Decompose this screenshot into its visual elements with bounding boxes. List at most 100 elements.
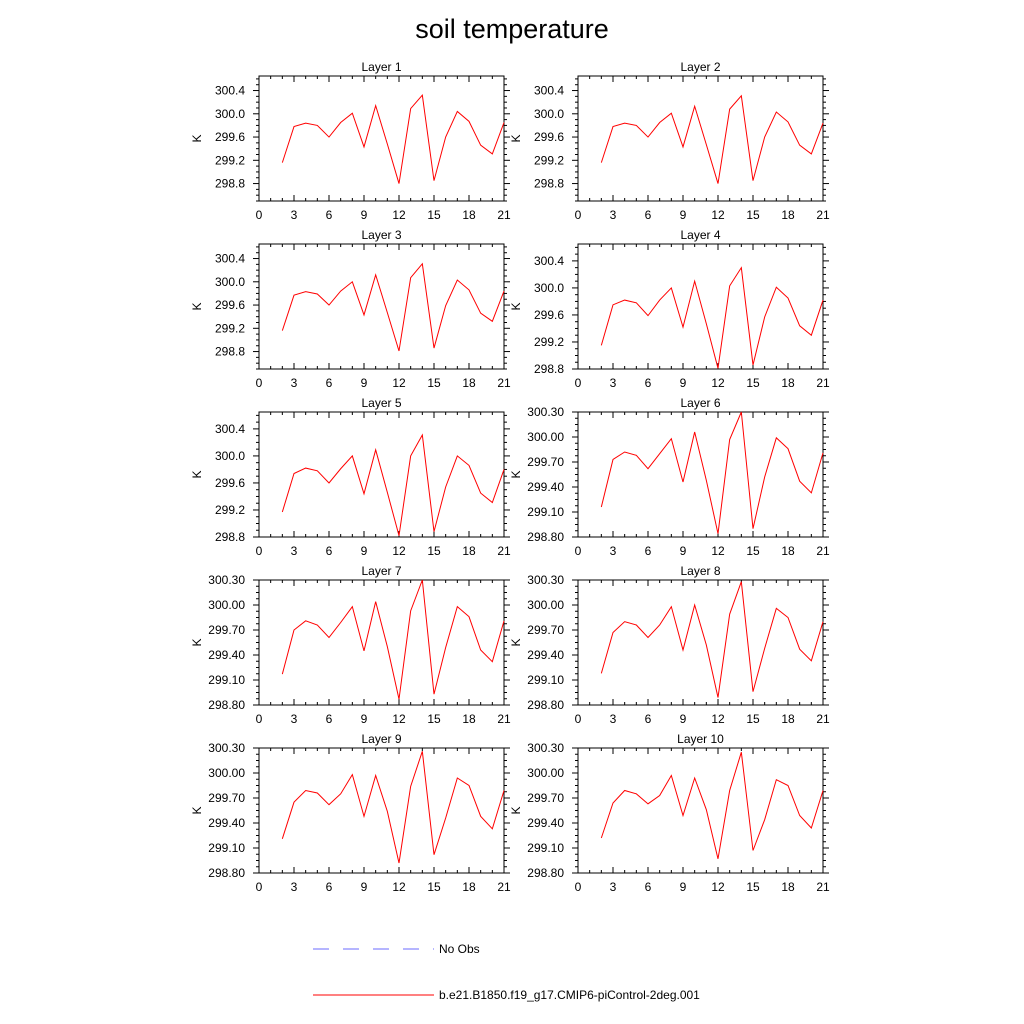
x-tick-label: 0: [575, 208, 582, 222]
y-tick-label: 299.70: [527, 791, 564, 805]
y-tick-label: 300.00: [527, 598, 564, 612]
y-tick-label: 300.00: [208, 598, 245, 612]
panel-title: Layer 7: [361, 564, 401, 578]
plot-frame: [577, 579, 824, 706]
x-tick-label: 3: [610, 880, 617, 894]
y-tick-label: 298.80: [208, 698, 245, 712]
panel-title: Layer 1: [361, 60, 401, 74]
series-line: [600, 581, 824, 698]
x-tick-label: 3: [291, 712, 298, 726]
x-tick-label: 12: [392, 544, 406, 558]
y-tick-label: 299.40: [208, 816, 245, 830]
y-tick-label: 299.40: [208, 648, 245, 662]
plot-frame: [258, 579, 505, 706]
y-tick-label: 300.30: [208, 573, 245, 587]
x-tick-label: 9: [361, 208, 368, 222]
x-tick-label: 15: [746, 208, 760, 222]
x-tick-label: 15: [746, 712, 760, 726]
panel-title: Layer 3: [361, 228, 401, 242]
x-tick-label: 15: [427, 208, 441, 222]
x-tick-label: 3: [291, 880, 298, 894]
x-tick-label: 3: [291, 544, 298, 558]
x-tick-label: 0: [256, 880, 263, 894]
series-line: [600, 94, 824, 184]
x-tick-label: 18: [462, 376, 476, 390]
x-tick-label: 15: [427, 544, 441, 558]
y-tick-label: 299.10: [527, 505, 564, 519]
x-tick-label: 6: [326, 376, 333, 390]
x-tick-label: 21: [497, 880, 511, 894]
x-tick-label: 21: [816, 376, 830, 390]
x-tick-label: 6: [645, 544, 652, 558]
y-tick-label: 299.70: [527, 455, 564, 469]
panel-title: Layer 2: [680, 60, 720, 74]
panel-title: Layer 8: [680, 564, 720, 578]
y-axis-label: K: [190, 302, 204, 310]
x-tick-label: 15: [746, 376, 760, 390]
series-line: [281, 94, 505, 184]
chart-panel-9: Layer 9 K 0 3 6 9 12 15 18 21 298.80 299.10 299.40 29…: [190, 732, 511, 894]
x-tick-label: 21: [497, 376, 511, 390]
x-tick-label: 18: [781, 712, 795, 726]
x-tick-label: 21: [816, 712, 830, 726]
y-tick-label: 299.6: [215, 298, 245, 312]
y-axis-label: K: [190, 134, 204, 142]
chart-panel-6: Layer 6 K 0 3 6 9 12 15 18 21 298.80 299.10 299.40 29…: [509, 396, 830, 558]
y-tick-label: 300.0: [534, 107, 564, 121]
x-tick-label: 21: [816, 544, 830, 558]
y-tick-label: 300.4: [534, 84, 564, 98]
x-tick-label: 18: [781, 208, 795, 222]
x-tick-label: 3: [610, 208, 617, 222]
y-axis-label: K: [509, 638, 523, 646]
x-tick-label: 6: [645, 712, 652, 726]
x-tick-label: 12: [711, 376, 725, 390]
x-tick-label: 12: [392, 880, 406, 894]
panel-title: Layer 9: [361, 732, 401, 746]
y-tick-label: 298.80: [527, 698, 564, 712]
plot-frame: [258, 243, 505, 370]
y-tick-label: 300.30: [527, 405, 564, 419]
y-tick-label: 298.80: [527, 530, 564, 544]
x-tick-label: 18: [781, 376, 795, 390]
x-tick-label: 15: [427, 712, 441, 726]
chart-panel-3: Layer 3 K 0 3 6 9 12 15 18 21 298.8 299.2 299.6 300.0…: [190, 228, 511, 390]
chart-panel-5: Layer 5 K 0 3 6 9 12 15 18 21 298.8 299.2 299.6 300.0…: [190, 396, 511, 558]
x-tick-label: 9: [680, 208, 687, 222]
plot-frame: [258, 75, 505, 202]
series-line: [281, 751, 505, 864]
x-tick-label: 12: [392, 712, 406, 726]
x-tick-label: 0: [256, 712, 263, 726]
x-tick-label: 9: [680, 544, 687, 558]
x-tick-label: 0: [256, 376, 263, 390]
x-tick-label: 12: [711, 208, 725, 222]
x-tick-label: 6: [645, 208, 652, 222]
x-tick-label: 3: [610, 544, 617, 558]
y-tick-label: 300.0: [215, 275, 245, 289]
x-tick-label: 6: [326, 544, 333, 558]
chart-panel-2: Layer 2 K 0 3 6 9 12 15 18 21 298.8 299.2 299.6 300.0…: [509, 60, 830, 222]
y-tick-label: 299.70: [208, 791, 245, 805]
y-tick-label: 298.8: [215, 530, 245, 544]
x-tick-label: 15: [427, 880, 441, 894]
y-tick-label: 299.10: [527, 673, 564, 687]
y-tick-label: 298.8: [534, 362, 564, 376]
series-line: [600, 752, 824, 859]
y-tick-label: 299.2: [534, 335, 564, 349]
y-tick-label: 298.8: [215, 345, 245, 359]
x-tick-label: 9: [361, 712, 368, 726]
plot-frame: [577, 411, 824, 538]
x-tick-label: 21: [497, 712, 511, 726]
x-tick-label: 18: [781, 880, 795, 894]
y-axis-label: K: [509, 302, 523, 310]
x-tick-label: 21: [497, 208, 511, 222]
x-tick-label: 15: [746, 880, 760, 894]
y-tick-label: 299.2: [215, 153, 245, 167]
x-tick-label: 0: [256, 208, 263, 222]
panel-title: Layer 4: [680, 228, 720, 242]
x-tick-label: 15: [427, 376, 441, 390]
x-tick-label: 21: [816, 208, 830, 222]
y-tick-label: 300.30: [208, 741, 245, 755]
x-tick-label: 12: [711, 712, 725, 726]
y-tick-label: 300.00: [527, 766, 564, 780]
